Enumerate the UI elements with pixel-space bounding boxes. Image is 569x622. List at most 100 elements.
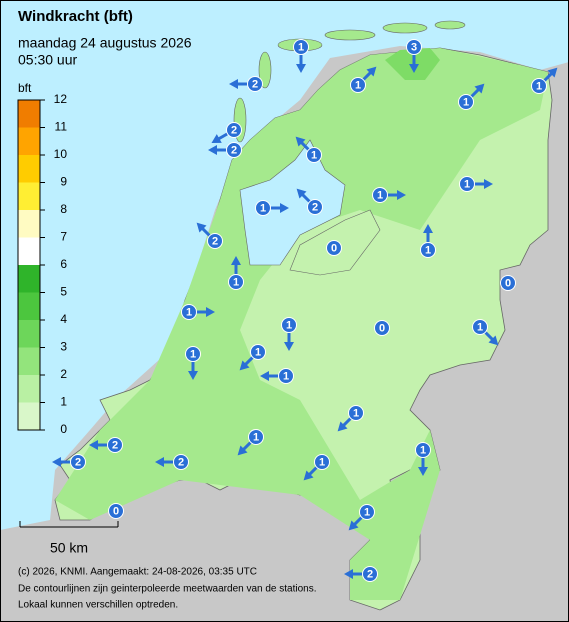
- station: [107, 437, 123, 453]
- wind-arrowhead: [484, 179, 493, 189]
- station-value: 1: [377, 189, 383, 201]
- legend-swatch: [18, 402, 40, 430]
- station-value: 0: [331, 242, 337, 254]
- station: [226, 122, 242, 138]
- station-value: 1: [260, 202, 266, 214]
- station: [314, 454, 330, 470]
- station-value: 2: [312, 201, 318, 213]
- station-value: 1: [253, 431, 259, 443]
- legend-label: 6: [60, 257, 67, 271]
- station: [420, 242, 436, 258]
- legend-label: 2: [60, 367, 67, 381]
- station: [278, 368, 294, 384]
- station-value: 2: [231, 124, 237, 136]
- station: [306, 147, 322, 163]
- legend-label: 10: [54, 147, 68, 161]
- wind-arrowhead: [155, 457, 164, 467]
- wind-arrowhead: [196, 222, 207, 233]
- wind-arrowhead: [397, 190, 406, 200]
- wind-arrowhead: [260, 371, 269, 381]
- legend-unit: bft: [18, 81, 32, 95]
- wind-arrowhead: [303, 470, 314, 481]
- station: [406, 39, 422, 55]
- station: [359, 504, 375, 520]
- station: [70, 454, 86, 470]
- station-value: 1: [311, 149, 317, 161]
- station-value: 1: [425, 244, 431, 256]
- station-value: 0: [379, 322, 385, 334]
- legend-label: 8: [60, 202, 67, 216]
- legend-label: 9: [60, 175, 67, 189]
- station-value: 1: [353, 407, 359, 419]
- wind-arrowhead: [206, 307, 215, 317]
- station: [250, 344, 266, 360]
- station-value: 1: [319, 456, 325, 468]
- station-value: 1: [420, 444, 426, 456]
- station-value: 0: [113, 505, 119, 517]
- wind-arrowhead: [229, 79, 238, 89]
- station-value: 0: [505, 277, 511, 289]
- station-value: 2: [112, 439, 118, 451]
- wind-arrowhead: [423, 224, 433, 233]
- legend-swatch: [18, 100, 40, 128]
- station-value: 1: [190, 348, 196, 360]
- station: [181, 304, 197, 320]
- station-value: 1: [364, 506, 370, 518]
- wind-arrowhead: [296, 188, 307, 199]
- station-value: 1: [463, 96, 469, 108]
- title: Windkracht (bft): [18, 8, 133, 25]
- legend-label: 5: [60, 285, 67, 299]
- station: [207, 233, 223, 249]
- wind-arrowhead: [208, 145, 217, 155]
- station: [326, 240, 342, 256]
- station-value: 1: [477, 321, 483, 333]
- station: [531, 78, 547, 94]
- station-value: 2: [252, 78, 258, 90]
- scale-label: 50 km: [50, 540, 88, 556]
- legend-label: 7: [60, 230, 67, 244]
- station: [350, 77, 366, 93]
- footer: De contourlijnen zijn geinterpoleerde me…: [18, 584, 317, 595]
- legend-swatch: [18, 375, 40, 403]
- wind-arrowhead: [348, 520, 359, 531]
- station-value: 1: [355, 79, 361, 91]
- legend-swatch: [18, 320, 40, 348]
- wind-arrowhead: [231, 256, 241, 265]
- legend-swatch: [18, 210, 40, 238]
- station-value: 2: [75, 456, 81, 468]
- legend-swatch: [18, 347, 40, 375]
- wind-arrowhead: [488, 335, 499, 346]
- time: 05:30 uur: [18, 52, 77, 68]
- ijsselmeer: [239, 139, 346, 266]
- wind-arrowhead: [52, 457, 61, 467]
- station: [293, 39, 309, 55]
- station: [247, 76, 263, 92]
- station: [185, 346, 201, 362]
- footer: Lokaal kunnen verschillen optreden.: [18, 600, 178, 611]
- station-value: 1: [233, 276, 239, 288]
- station: [307, 199, 323, 215]
- station: [362, 566, 378, 582]
- wind-arrowhead: [284, 342, 294, 351]
- wind-arrowhead: [295, 136, 306, 147]
- station: [459, 176, 475, 192]
- legend-label: 11: [55, 120, 68, 134]
- station-value: 3: [411, 41, 417, 53]
- station-value: 2: [212, 235, 218, 247]
- legend-swatch: [18, 155, 40, 183]
- wind-arrowhead: [237, 445, 248, 456]
- station: [226, 142, 242, 158]
- station: [500, 275, 516, 291]
- station: [255, 200, 271, 216]
- station-value: 1: [536, 80, 542, 92]
- legend-label: 1: [60, 395, 67, 409]
- legend-swatch: [18, 182, 40, 210]
- station: [472, 319, 488, 335]
- station: [281, 317, 297, 333]
- wind-arrowhead: [409, 64, 419, 73]
- legend-swatch: [18, 265, 40, 293]
- station-value: 2: [367, 568, 373, 580]
- station-value: 2: [231, 144, 237, 156]
- wind-arrowhead: [239, 360, 250, 371]
